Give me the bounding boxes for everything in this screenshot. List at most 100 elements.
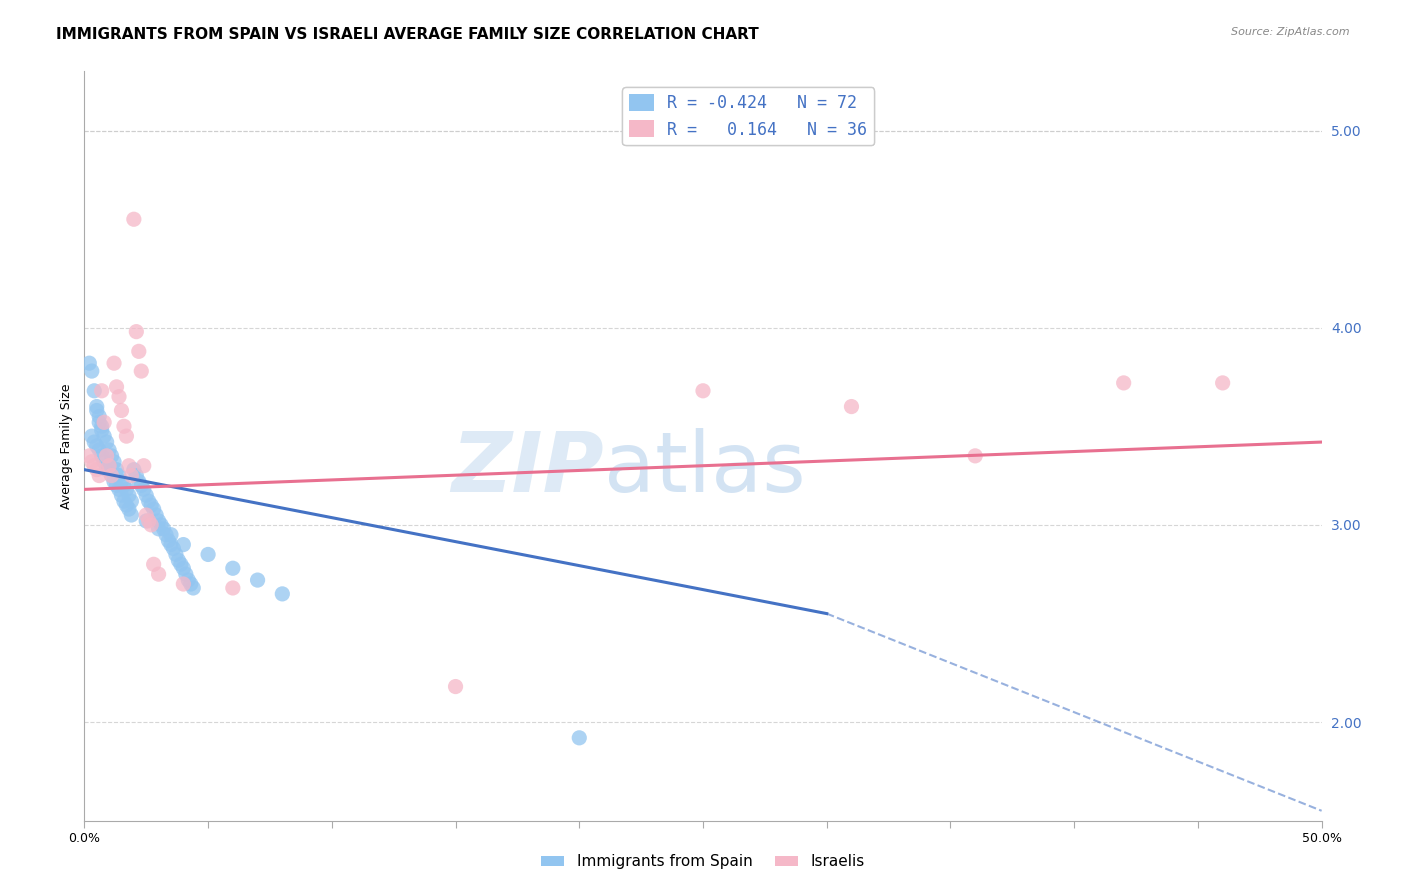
Legend: R = -0.424   N = 72, R =   0.164   N = 36: R = -0.424 N = 72, R = 0.164 N = 36 xyxy=(623,87,875,145)
Point xyxy=(93,455,115,469)
Point xyxy=(152,522,174,536)
Point xyxy=(100,468,122,483)
Point xyxy=(150,517,173,532)
Point xyxy=(89,415,111,429)
Point xyxy=(80,429,103,443)
Point xyxy=(83,435,105,450)
Point xyxy=(93,415,115,429)
Point xyxy=(174,567,197,582)
Point xyxy=(118,488,141,502)
Point xyxy=(165,548,187,562)
Point xyxy=(90,423,112,437)
Point xyxy=(89,409,111,424)
Text: ZIP: ZIP xyxy=(451,428,605,509)
Point xyxy=(138,514,160,528)
Point xyxy=(112,494,135,508)
Point xyxy=(120,494,142,508)
Point xyxy=(79,356,101,370)
Point xyxy=(122,212,145,227)
Point xyxy=(145,508,167,522)
Point xyxy=(93,429,115,443)
Point xyxy=(118,502,141,516)
Point xyxy=(142,558,165,572)
Point xyxy=(125,468,148,483)
Point xyxy=(98,458,121,473)
Point xyxy=(98,458,121,473)
Point xyxy=(86,400,108,414)
Point xyxy=(100,449,122,463)
Point xyxy=(167,553,190,567)
Point xyxy=(222,561,245,575)
Point xyxy=(89,468,111,483)
Point xyxy=(141,498,163,512)
Point xyxy=(172,561,194,575)
Point xyxy=(162,541,184,556)
Point xyxy=(172,577,194,591)
Point xyxy=(83,458,105,473)
Point xyxy=(444,680,467,694)
Point xyxy=(89,442,111,457)
Point xyxy=(841,400,863,414)
Point xyxy=(110,475,132,489)
Y-axis label: Average Family Size: Average Family Size xyxy=(60,384,73,508)
Point xyxy=(105,463,128,477)
Text: IMMIGRANTS FROM SPAIN VS ISRAELI AVERAGE FAMILY SIZE CORRELATION CHART: IMMIGRANTS FROM SPAIN VS ISRAELI AVERAGE… xyxy=(56,27,759,42)
Point xyxy=(120,468,142,483)
Point xyxy=(132,458,155,473)
Point xyxy=(128,344,150,359)
Point xyxy=(105,478,128,492)
Point xyxy=(122,463,145,477)
Point xyxy=(1112,376,1135,390)
Point xyxy=(120,508,142,522)
Point xyxy=(170,558,193,572)
Point xyxy=(271,587,294,601)
Point xyxy=(157,533,180,548)
Point xyxy=(965,449,987,463)
Point xyxy=(148,522,170,536)
Point xyxy=(568,731,591,745)
Point xyxy=(142,502,165,516)
Point xyxy=(177,573,200,587)
Point xyxy=(148,514,170,528)
Point xyxy=(100,468,122,483)
Point xyxy=(110,488,132,502)
Point xyxy=(138,494,160,508)
Point xyxy=(96,449,118,463)
Point xyxy=(80,364,103,378)
Point xyxy=(129,478,152,492)
Point xyxy=(125,325,148,339)
Point xyxy=(692,384,714,398)
Point xyxy=(141,517,163,532)
Point xyxy=(96,435,118,450)
Point xyxy=(135,488,157,502)
Point xyxy=(180,577,202,591)
Point xyxy=(135,508,157,522)
Text: atlas: atlas xyxy=(605,428,806,509)
Point xyxy=(160,527,183,541)
Point xyxy=(86,403,108,417)
Point xyxy=(118,458,141,473)
Point xyxy=(112,478,135,492)
Point xyxy=(79,449,101,463)
Point xyxy=(115,498,138,512)
Point xyxy=(246,573,269,587)
Legend: Immigrants from Spain, Israelis: Immigrants from Spain, Israelis xyxy=(536,848,870,875)
Point xyxy=(108,390,131,404)
Point xyxy=(103,455,125,469)
Text: Source: ZipAtlas.com: Source: ZipAtlas.com xyxy=(1232,27,1350,37)
Point xyxy=(80,455,103,469)
Point xyxy=(110,403,132,417)
Point xyxy=(148,567,170,582)
Point xyxy=(172,538,194,552)
Point xyxy=(105,380,128,394)
Point xyxy=(96,463,118,477)
Point xyxy=(129,364,152,378)
Point xyxy=(132,483,155,497)
Point xyxy=(135,514,157,528)
Point xyxy=(86,463,108,477)
Point xyxy=(90,419,112,434)
Point xyxy=(86,439,108,453)
Point xyxy=(128,475,150,489)
Point xyxy=(90,384,112,398)
Point xyxy=(160,538,183,552)
